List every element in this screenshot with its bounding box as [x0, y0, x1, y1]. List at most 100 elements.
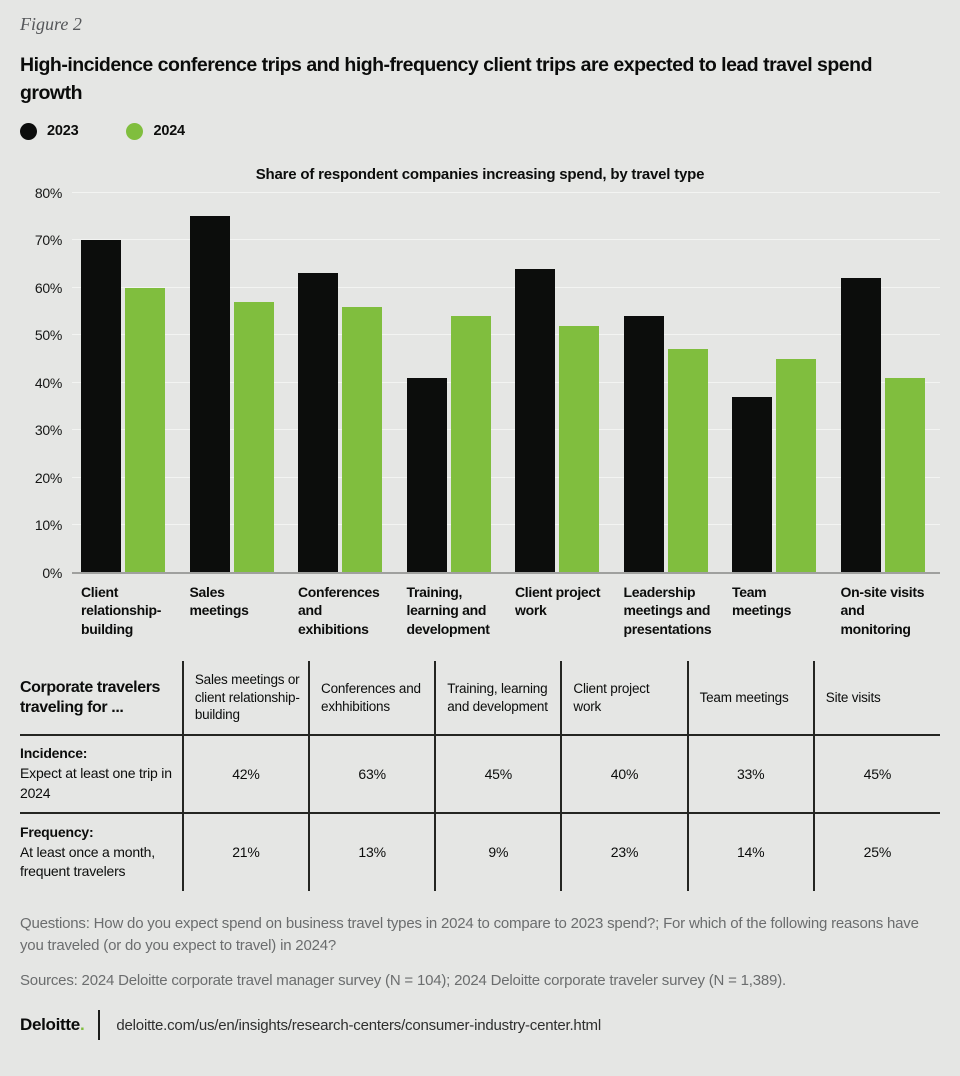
y-tick-label: 50%	[34, 327, 62, 344]
y-tick-label: 20%	[34, 469, 62, 486]
bar-2023	[840, 278, 881, 573]
legend-item-2024: 2024	[126, 122, 185, 140]
bar-2024	[233, 301, 274, 573]
gridline	[72, 239, 940, 241]
legend-label: 2024	[153, 123, 185, 140]
table-row-label-lead: Incidence:	[20, 745, 88, 762]
y-tick-label: 0%	[42, 564, 62, 581]
incidence-frequency-table: Corporate travelers traveling for ... Sal…	[20, 661, 940, 891]
bar-2023	[81, 240, 121, 573]
gridline	[72, 476, 940, 478]
bar-group	[723, 193, 832, 573]
bar-group	[506, 193, 615, 573]
table-cell-value: 13%	[308, 811, 436, 891]
figure-label: Figure 2	[20, 14, 82, 34]
table-cell-value: 33%	[686, 733, 814, 813]
category-label: Leadership meetings and presentations	[623, 583, 712, 638]
table-cell-value: 42%	[181, 733, 310, 813]
bar-2023	[406, 377, 447, 573]
gridline	[72, 191, 940, 193]
table-cell-value: 14%	[686, 811, 814, 891]
category-label: Sales meetings	[189, 583, 249, 619]
bar-2024	[884, 377, 925, 573]
category-label: On-site visits and monitoring	[840, 583, 925, 638]
table-cell-value: 23%	[560, 811, 688, 891]
category-label: Client project work	[515, 583, 601, 619]
legend-label: 2023	[47, 123, 79, 140]
table-cell-value: 25%	[812, 811, 940, 891]
bar-group	[181, 193, 290, 573]
bar-2024	[125, 287, 165, 573]
category-label: Team meetings	[732, 583, 792, 619]
plot-area	[72, 191, 940, 574]
category-label: Conferences and exhibitions	[298, 583, 380, 638]
gridline	[72, 334, 940, 336]
bar-2023	[298, 273, 338, 573]
y-tick-label: 80%	[34, 184, 62, 201]
table-row-label-text: Expect at least one trip in 2024	[20, 765, 172, 801]
table-column-header: Team meetings	[686, 661, 814, 735]
table-column-header: Conferences and exhhibitions	[308, 661, 436, 735]
y-tick-label: 40%	[34, 374, 62, 391]
sources-note: Sources: 2024 Deloitte corporate travel …	[20, 971, 786, 989]
bar-group	[72, 193, 181, 573]
bar-group	[615, 193, 724, 573]
deloitte-logo: Deloitte.	[20, 1015, 85, 1035]
figure-title: High-incidence conference trips and high…	[20, 54, 872, 105]
table-header-row: Corporate travelers traveling for ... Sal…	[20, 661, 940, 735]
gridline	[72, 524, 940, 526]
category-label: Training, learning and development	[406, 583, 490, 638]
table-cell-value: 21%	[181, 811, 310, 891]
bar-group	[832, 193, 941, 573]
table-row: Frequency: At least once a month, frequen…	[20, 811, 940, 891]
legend-dot-2024	[126, 122, 144, 140]
table-row-label-text: At least once a month, frequent traveler…	[20, 843, 155, 880]
y-axis: 0% 10% 20% 30% 40% 50% 60% 70% 80%	[20, 185, 72, 581]
chart-legend: 2023 2024	[20, 122, 940, 140]
logo-green-dot: .	[79, 1015, 85, 1035]
legend-dot-2023	[20, 122, 37, 140]
bars-layer	[72, 193, 940, 573]
footer-url: deloitte.com/us/en/insights/research-cen…	[116, 1016, 601, 1034]
bar-group	[289, 193, 398, 573]
footer-divider	[98, 1010, 101, 1041]
y-tick-label: 10%	[34, 517, 62, 534]
figure-page: Figure 2 High-incidence conference trips…	[20, 14, 940, 1041]
bar-chart: 0% 10% 20% 30% 40% 50% 60% 70% 80% Client relati…	[20, 185, 940, 640]
bar-2024	[342, 306, 382, 573]
table-corner-header: Corporate travelers traveling for ...	[20, 679, 161, 716]
bar-2024	[776, 358, 816, 573]
bar-2023	[515, 268, 555, 573]
bar-2024	[559, 325, 599, 573]
table-row: Incidence: Expect at least one trip in 20…	[20, 733, 940, 813]
table-column-header: Training, learning and development	[434, 661, 562, 735]
table-row-label-lead: Frequency:	[20, 823, 94, 840]
bar-2023	[623, 316, 664, 573]
table-cell-value: 45%	[434, 733, 562, 813]
table-cell-value: 63%	[308, 733, 436, 813]
bar-2024	[667, 349, 708, 573]
y-tick-label: 60%	[34, 279, 62, 296]
table-row-label: Frequency: At least once a month, frequen…	[20, 811, 183, 891]
table-cell-value: 40%	[560, 733, 688, 813]
gridline	[72, 286, 940, 288]
bar-2023	[732, 396, 772, 573]
gridline	[72, 429, 940, 431]
table-column-header: Site visits	[812, 661, 940, 735]
legend-item-2023: 2023	[20, 122, 79, 140]
bar-group	[398, 193, 507, 573]
table-row-label: Incidence: Expect at least one trip in 20…	[20, 733, 183, 813]
category-label: Client relationship-building	[81, 583, 162, 638]
category-labels: Client relationship-building Sales meetin…	[72, 583, 940, 640]
y-tick-label: 30%	[34, 422, 62, 439]
bar-2024	[450, 316, 491, 573]
x-axis-baseline	[72, 571, 940, 574]
table-cell-value: 9%	[434, 811, 562, 891]
chart-title: Share of respondent companies increasing…	[255, 165, 705, 183]
table-column-header: Sales meetings or client relationship-bu…	[181, 661, 310, 735]
questions-note: Questions: How do you expect spend on bu…	[20, 914, 919, 955]
table-column-header: Client project work	[560, 661, 688, 735]
gridline	[72, 381, 940, 383]
bar-2023	[189, 216, 230, 573]
table-cell-value: 45%	[812, 733, 940, 813]
